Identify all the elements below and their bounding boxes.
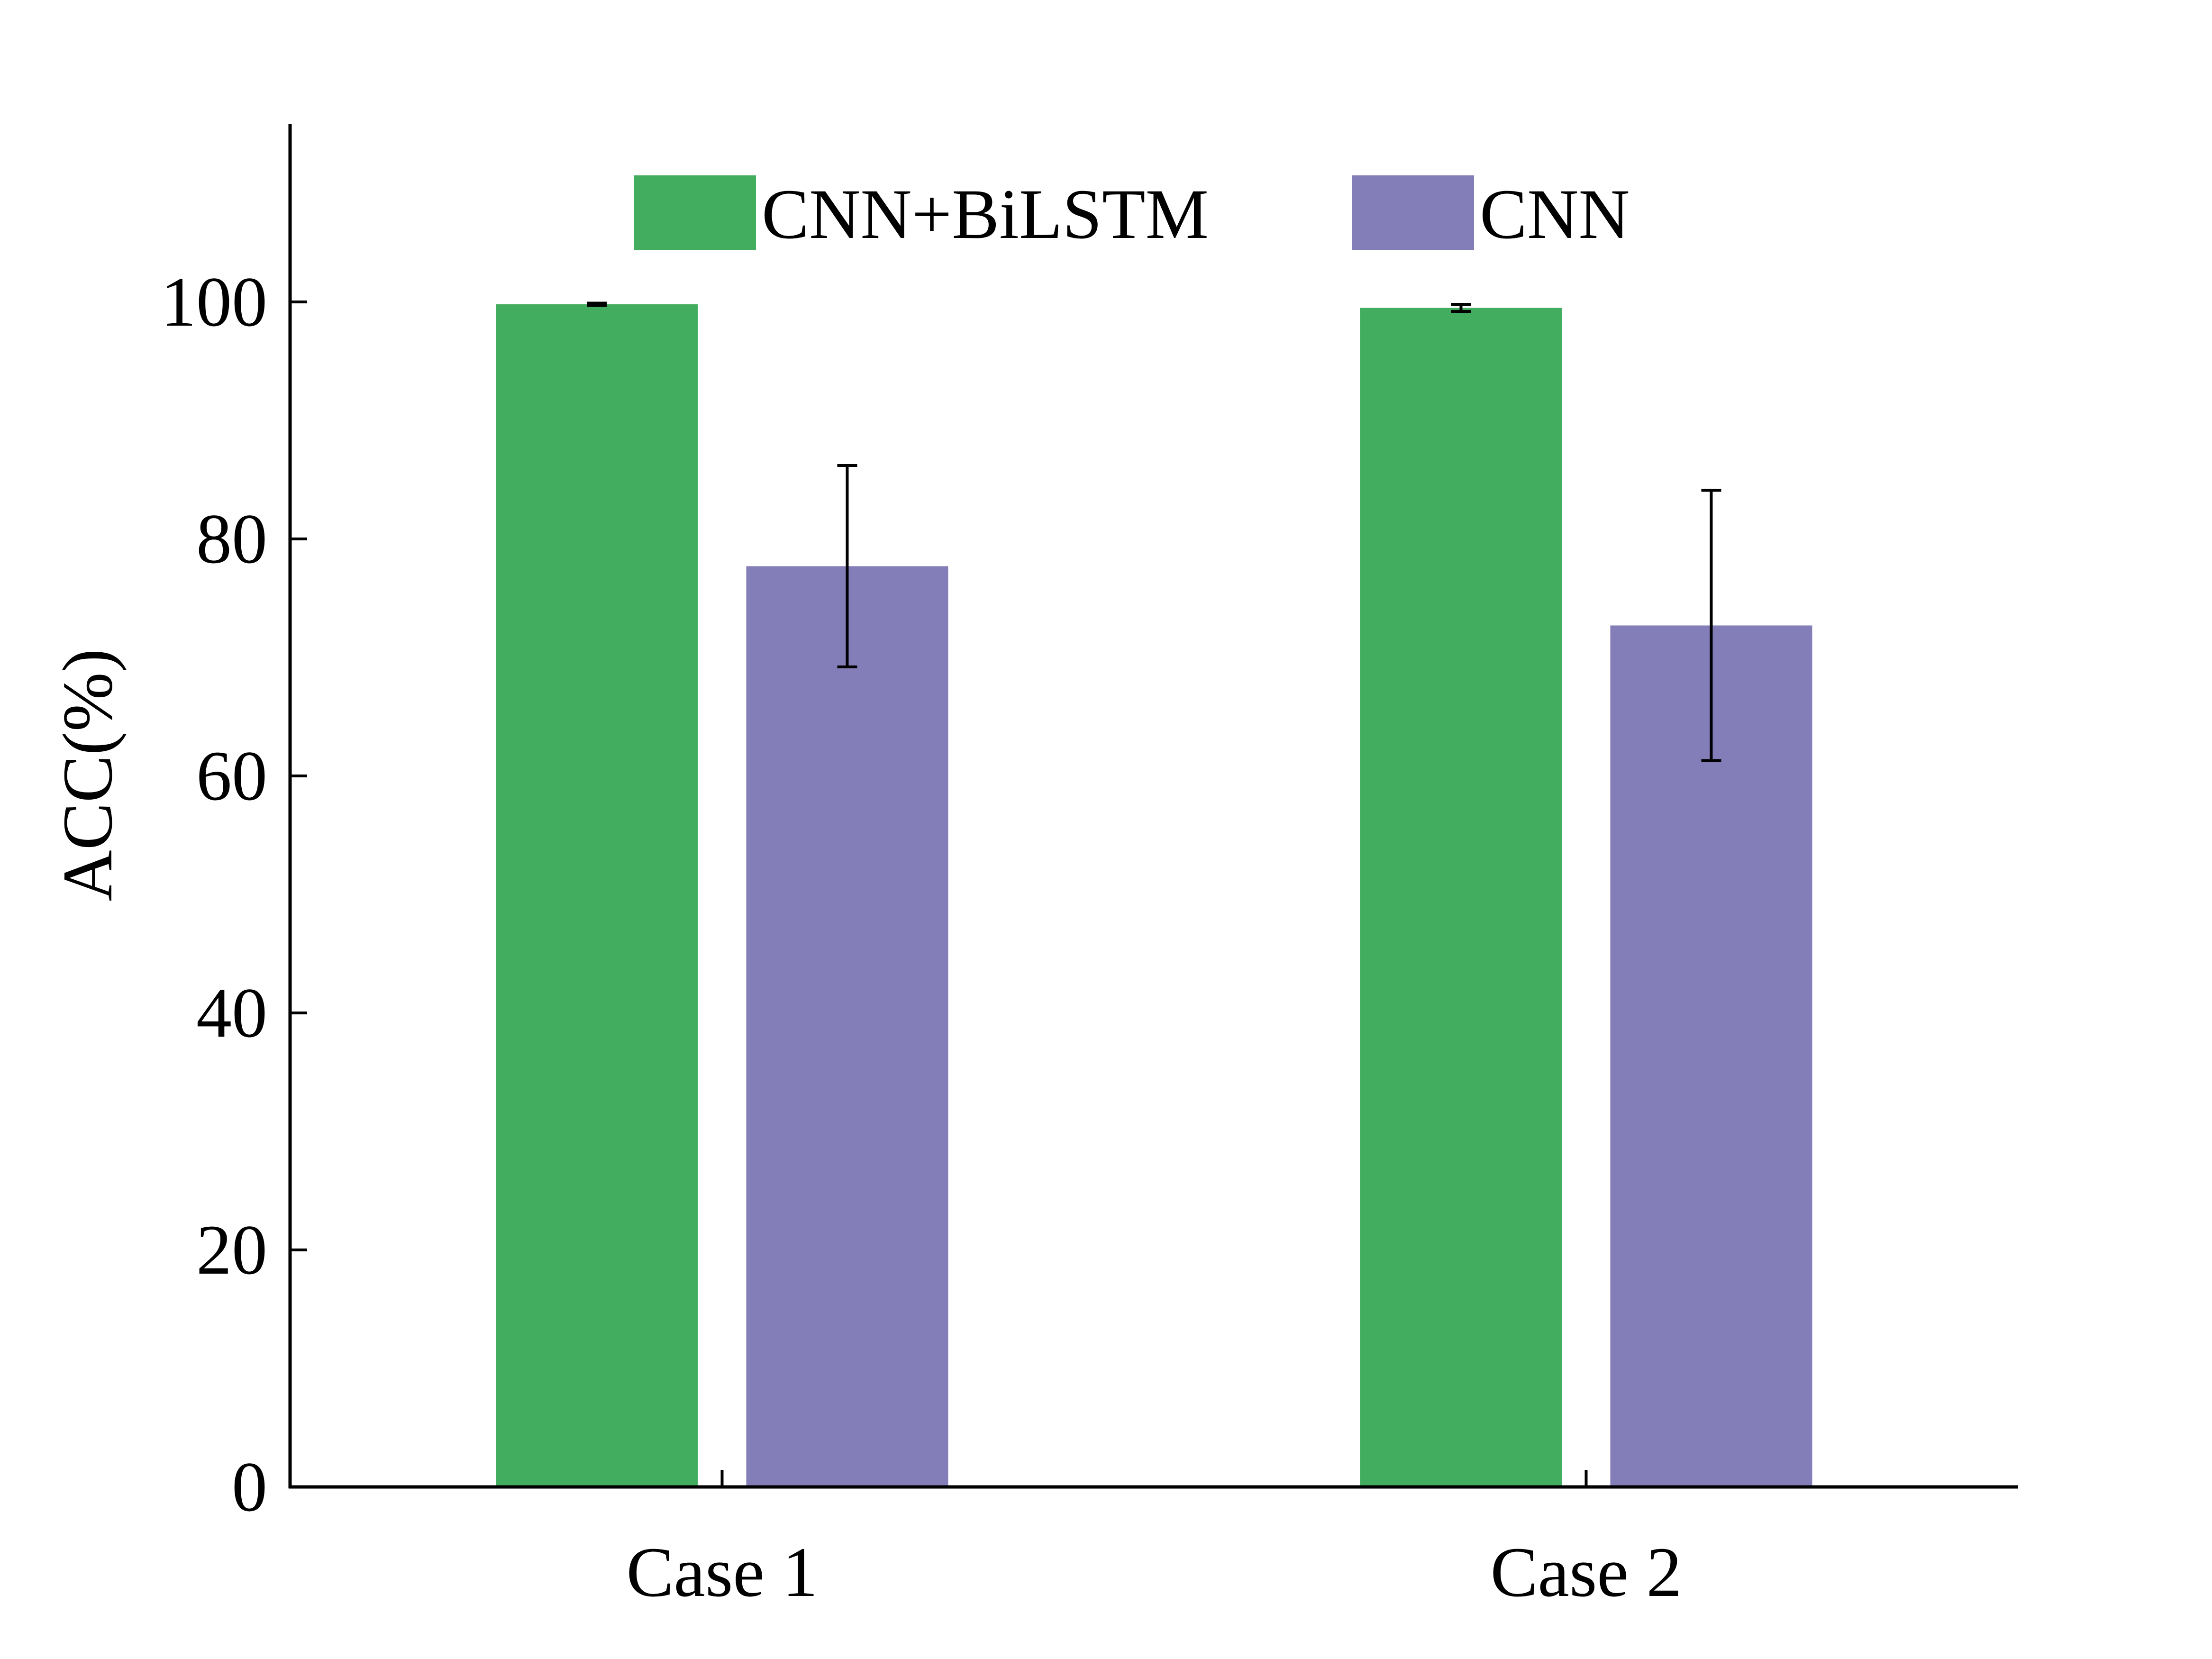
legend-label-cnn: CNN	[1480, 175, 1630, 254]
legend-swatch-cnn-bilstm	[634, 175, 756, 250]
bar-cnn-bilstm-case-1	[496, 304, 698, 1487]
bars-layer	[496, 304, 1812, 1487]
bar-cnn-bilstm-case-2	[1360, 308, 1562, 1487]
y-tick-label: 80	[196, 500, 267, 578]
y-tick-label: 40	[196, 974, 267, 1052]
error-bar-cnn-bilstm-case-1	[587, 301, 607, 307]
legend-label-cnn-bilstm: CNN+BiLSTM	[762, 175, 1209, 254]
bar-cnn-case-1	[746, 566, 948, 1487]
y-tick-label: 60	[196, 737, 267, 815]
y-axis-title: ACC(%)	[48, 648, 127, 901]
bar-cnn-case-2	[1610, 625, 1812, 1487]
x-tick-label: Case 1	[626, 1533, 818, 1612]
error-bar-cnn-bilstm-case-2	[1451, 303, 1471, 313]
error-bar-cnn-case-1	[837, 464, 857, 668]
y-tick-label: 20	[196, 1211, 267, 1289]
axes	[288, 124, 2018, 1489]
y-ticks: 0 20 40 60 80 100	[161, 263, 307, 1526]
error-bar-cnn-case-2	[1701, 489, 1721, 762]
y-tick-label: 0	[232, 1448, 267, 1526]
legend: CNN+BiLSTM CNN	[634, 175, 1630, 254]
y-tick-label: 100	[161, 263, 267, 341]
legend-swatch-cnn	[1352, 175, 1474, 250]
error-bars-layer	[587, 301, 1721, 762]
x-tick-label: Case 2	[1490, 1533, 1682, 1612]
x-ticks: Case 1 Case 2	[626, 1470, 1682, 1612]
